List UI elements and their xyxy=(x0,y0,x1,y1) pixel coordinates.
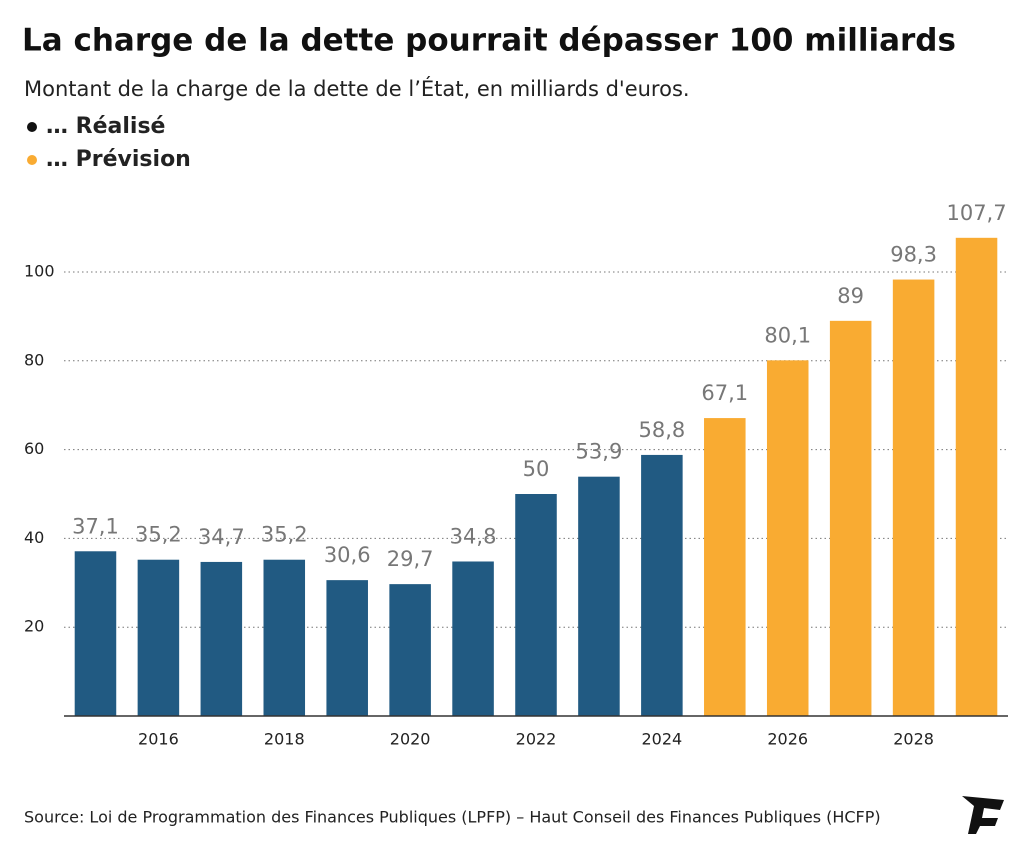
value-label: 98,3 xyxy=(890,243,937,267)
x-tick-label: 2018 xyxy=(264,730,305,749)
x-tick-label: 2020 xyxy=(390,730,431,749)
bar xyxy=(892,279,935,716)
y-tick-label: 20 xyxy=(24,617,44,636)
value-label: 80,1 xyxy=(764,323,811,347)
value-label: 35,2 xyxy=(135,523,182,547)
x-tick-label: 2026 xyxy=(767,730,808,749)
value-label: 29,7 xyxy=(387,547,434,571)
logo xyxy=(962,796,1004,834)
x-tick-label: 2016 xyxy=(138,730,179,749)
value-label: 34,8 xyxy=(450,524,497,548)
bar xyxy=(263,559,306,716)
legend-label: … Prévision xyxy=(46,147,191,172)
legend-marker xyxy=(27,155,37,165)
chart-title: La charge de la dette pourrait dépasser … xyxy=(22,23,956,59)
bar xyxy=(200,561,243,716)
bar xyxy=(515,494,557,716)
x-tick-label: 2024 xyxy=(642,730,683,749)
bar xyxy=(452,561,494,716)
y-tick-label: 80 xyxy=(24,350,44,369)
x-tick-label: 2022 xyxy=(516,730,557,749)
value-label: 67,1 xyxy=(701,381,748,405)
bar xyxy=(641,454,683,716)
y-tick-label: 60 xyxy=(24,439,44,458)
legend-marker xyxy=(27,122,37,132)
bar xyxy=(326,580,368,716)
source: Source: Loi de Programmation des Finance… xyxy=(24,808,881,827)
bar xyxy=(74,551,117,716)
bar xyxy=(955,237,998,716)
y-tick-label: 100 xyxy=(24,262,55,281)
bar xyxy=(704,418,746,716)
y-tick-label: 40 xyxy=(24,528,44,547)
bar xyxy=(766,360,809,716)
bar xyxy=(829,320,872,716)
value-label: 107,7 xyxy=(946,201,1006,225)
legend-label: … Réalisé xyxy=(46,114,165,139)
value-label: 53,9 xyxy=(576,440,623,464)
value-label: 34,7 xyxy=(198,525,245,549)
value-label: 37,1 xyxy=(72,514,119,538)
value-label: 89 xyxy=(837,284,864,308)
value-label: 50 xyxy=(523,457,550,481)
chart-subtitle: Montant de la charge de la dette de l’Ét… xyxy=(24,76,690,101)
bar xyxy=(389,584,431,716)
bar xyxy=(578,476,620,716)
bar xyxy=(137,559,180,716)
x-tick-label: 2028 xyxy=(893,730,934,749)
value-label: 58,8 xyxy=(638,418,685,442)
value-label: 35,2 xyxy=(261,523,308,547)
value-label: 30,6 xyxy=(324,543,371,567)
